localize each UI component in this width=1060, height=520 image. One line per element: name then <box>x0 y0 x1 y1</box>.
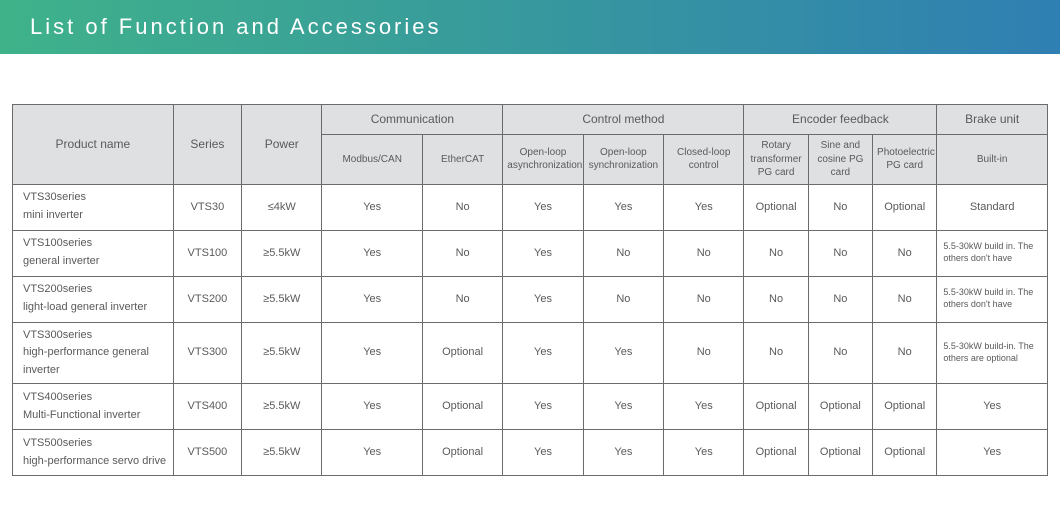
th-brake-unit: Brake unit <box>937 105 1048 135</box>
cell-product-name: VTS400seriesMulti-Functional inverter <box>13 384 174 430</box>
table-cell: No <box>583 276 663 322</box>
table-cell: No <box>808 230 872 276</box>
table-cell: Yes <box>503 230 583 276</box>
table-cell: Yes <box>322 230 422 276</box>
table-cell: Yes <box>937 384 1048 430</box>
th-sincos-pg: Sine and cosine PG card <box>808 135 872 185</box>
th-product-name: Product name <box>13 105 174 185</box>
table-cell: Optional <box>744 384 808 430</box>
table-cell: Optional <box>422 430 502 476</box>
table-cell: No <box>664 322 744 384</box>
table-cell: No <box>422 276 502 322</box>
table-container: Product name Series Power Communication … <box>0 54 1060 476</box>
table-cell: Yes <box>322 184 422 230</box>
table-row: VTS100seriesgeneral inverterVTS100≥5.5kW… <box>13 230 1048 276</box>
table-cell: Yes <box>322 384 422 430</box>
cell-product-name: VTS30seriesmini inverter <box>13 184 174 230</box>
th-communication: Communication <box>322 105 503 135</box>
table-cell: Yes <box>583 184 663 230</box>
table-cell: No <box>744 322 808 384</box>
table-row: VTS200serieslight-load general inverterV… <box>13 276 1048 322</box>
table-cell: No <box>664 230 744 276</box>
table-cell: No <box>744 230 808 276</box>
table-cell: 5.5-30kW build in. The others don't have <box>937 276 1048 322</box>
th-series: Series <box>173 105 241 185</box>
table-cell: No <box>873 230 937 276</box>
table-cell: Standard <box>937 184 1048 230</box>
table-row: VTS30seriesmini inverterVTS30≤4kWYesNoYe… <box>13 184 1048 230</box>
table-cell: Yes <box>503 276 583 322</box>
table-cell: No <box>744 276 808 322</box>
th-rotary-pg: Rotary transformer PG card <box>744 135 808 185</box>
th-encoder-feedback: Encoder feedback <box>744 105 937 135</box>
table-cell: Optional <box>744 184 808 230</box>
th-ethercat: EtherCAT <box>422 135 502 185</box>
table-cell: Yes <box>322 322 422 384</box>
th-open-sync: Open-loop synchronization <box>583 135 663 185</box>
table-cell: No <box>422 184 502 230</box>
table-cell: ≥5.5kW <box>242 384 322 430</box>
table-cell: Yes <box>664 384 744 430</box>
table-cell: 5.5-30kW build-in. The others are option… <box>937 322 1048 384</box>
table-cell: ≤4kW <box>242 184 322 230</box>
cell-product-name: VTS100seriesgeneral inverter <box>13 230 174 276</box>
table-cell: Yes <box>503 184 583 230</box>
table-cell: No <box>583 230 663 276</box>
table-cell: No <box>422 230 502 276</box>
table-cell: Optional <box>808 430 872 476</box>
table-cell: Optional <box>744 430 808 476</box>
table-cell: Optional <box>873 384 937 430</box>
table-cell: Yes <box>503 384 583 430</box>
table-row: VTS300serieshigh-performance general inv… <box>13 322 1048 384</box>
table-cell: Yes <box>664 184 744 230</box>
th-modbus: Modbus/CAN <box>322 135 422 185</box>
table-cell: ≥5.5kW <box>242 276 322 322</box>
table-cell: Yes <box>583 430 663 476</box>
th-power: Power <box>242 105 322 185</box>
th-open-async: Open-loop asynchronization <box>503 135 583 185</box>
table-cell: No <box>808 276 872 322</box>
table-cell: No <box>873 276 937 322</box>
table-cell: Yes <box>664 430 744 476</box>
th-photo-pg: Photoelectric PG card <box>873 135 937 185</box>
table-cell: Yes <box>322 276 422 322</box>
table-cell: ≥5.5kW <box>242 230 322 276</box>
cell-product-name: VTS200serieslight-load general inverter <box>13 276 174 322</box>
table-cell: VTS200 <box>173 276 241 322</box>
table-cell: ≥5.5kW <box>242 430 322 476</box>
page-title: List of Function and Accessories <box>30 14 442 40</box>
table-cell: VTS300 <box>173 322 241 384</box>
title-bar: List of Function and Accessories <box>0 0 1060 54</box>
table-cell: 5.5-30kW build in. The others don't have <box>937 230 1048 276</box>
table-cell: Yes <box>503 430 583 476</box>
table-cell: No <box>664 276 744 322</box>
table-cell: Yes <box>322 430 422 476</box>
function-accessories-table: Product name Series Power Communication … <box>12 104 1048 476</box>
table-cell: ≥5.5kW <box>242 322 322 384</box>
table-row: VTS500serieshigh-performance servo drive… <box>13 430 1048 476</box>
cell-product-name: VTS500serieshigh-performance servo drive <box>13 430 174 476</box>
table-cell: Yes <box>503 322 583 384</box>
table-row: VTS400seriesMulti-Functional inverterVTS… <box>13 384 1048 430</box>
table-cell: Optional <box>808 384 872 430</box>
table-cell: Optional <box>422 322 502 384</box>
table-cell: VTS100 <box>173 230 241 276</box>
table-cell: No <box>873 322 937 384</box>
table-cell: Yes <box>937 430 1048 476</box>
table-cell: Yes <box>583 322 663 384</box>
table-cell: VTS500 <box>173 430 241 476</box>
table-cell: Optional <box>422 384 502 430</box>
table-cell: No <box>808 184 872 230</box>
table-cell: VTS30 <box>173 184 241 230</box>
table-cell: Optional <box>873 430 937 476</box>
cell-product-name: VTS300serieshigh-performance general inv… <box>13 322 174 384</box>
table-cell: VTS400 <box>173 384 241 430</box>
th-closed-loop: Closed-loop control <box>664 135 744 185</box>
table-cell: No <box>808 322 872 384</box>
th-built-in: Built-in <box>937 135 1048 185</box>
table-cell: Yes <box>583 384 663 430</box>
th-control-method: Control method <box>503 105 744 135</box>
table-cell: Optional <box>873 184 937 230</box>
